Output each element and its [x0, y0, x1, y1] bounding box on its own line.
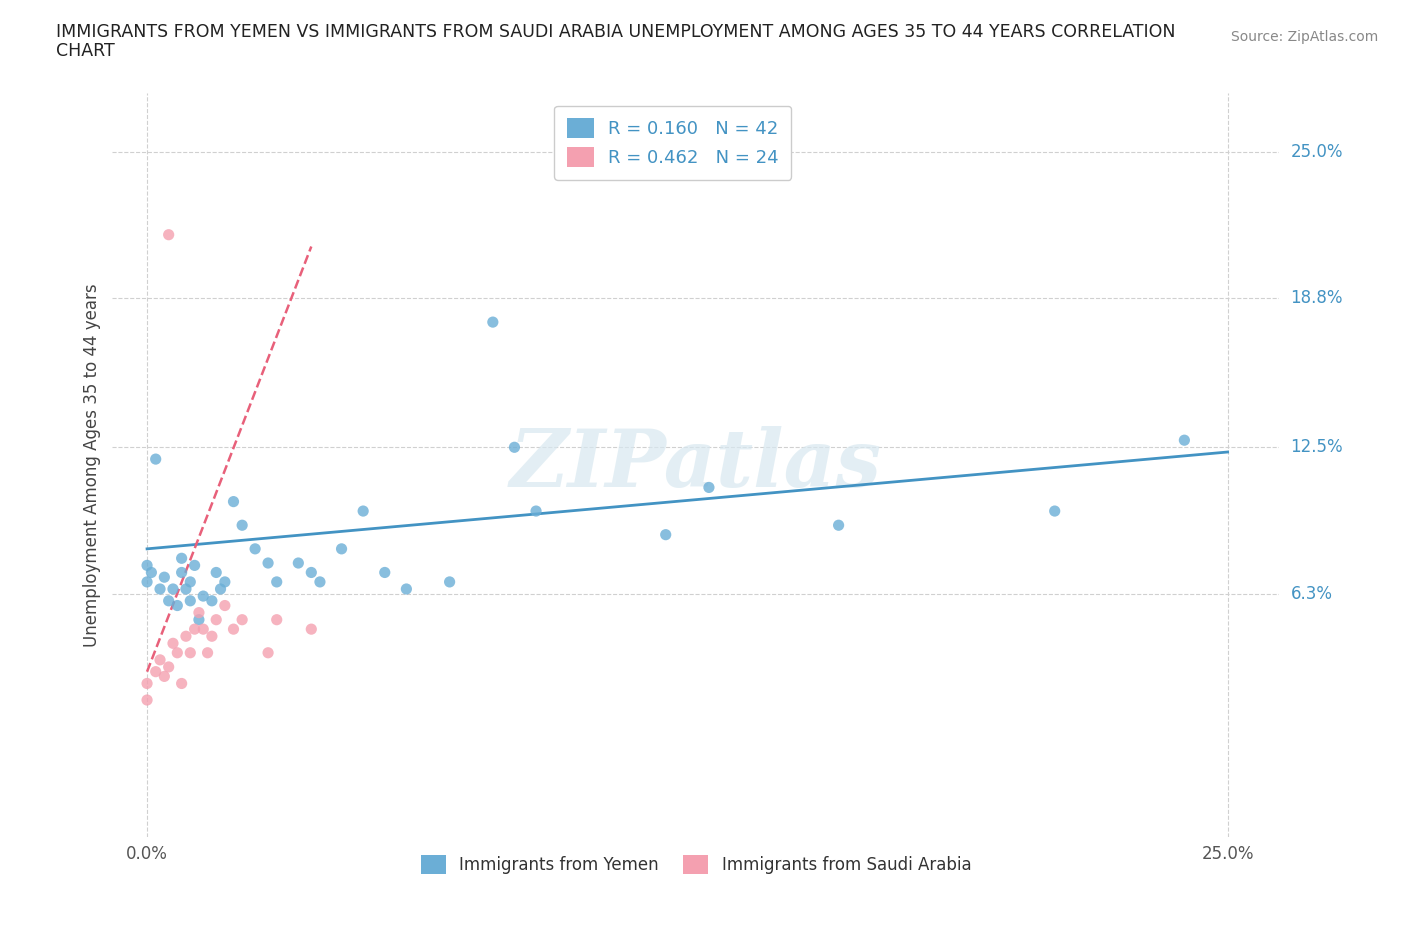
- Point: [243, 541, 266, 556]
- Text: 18.8%: 18.8%: [1291, 289, 1343, 308]
- Point: [222, 622, 245, 637]
- Text: IMMIGRANTS FROM YEMEN VS IMMIGRANTS FROM SAUDI ARABIA UNEMPLOYMENT AMONG AGES 35: IMMIGRANTS FROM YEMEN VS IMMIGRANTS FROM…: [56, 23, 1175, 41]
- Point: [166, 598, 188, 613]
- Point: [141, 565, 163, 580]
- Point: [162, 636, 184, 651]
- Text: Source: ZipAtlas.com: Source: ZipAtlas.com: [1230, 30, 1378, 44]
- Point: [193, 622, 215, 637]
- Point: [697, 480, 720, 495]
- Text: 6.3%: 6.3%: [1291, 585, 1333, 603]
- Point: [205, 612, 228, 627]
- Point: [214, 598, 236, 613]
- Point: [145, 664, 167, 679]
- Point: [136, 558, 159, 573]
- Point: [395, 581, 418, 596]
- Point: [157, 593, 180, 608]
- Point: [209, 581, 232, 596]
- Point: [174, 581, 197, 596]
- Text: 12.5%: 12.5%: [1291, 438, 1343, 457]
- Point: [157, 227, 180, 242]
- Legend: Immigrants from Yemen, Immigrants from Saudi Arabia: Immigrants from Yemen, Immigrants from S…: [413, 849, 979, 881]
- Point: [170, 565, 193, 580]
- Point: [179, 593, 201, 608]
- Point: [179, 645, 201, 660]
- Point: [266, 575, 288, 590]
- Point: [439, 575, 461, 590]
- Point: [1043, 504, 1066, 519]
- Point: [136, 693, 159, 708]
- Point: [352, 504, 374, 519]
- Point: [201, 593, 224, 608]
- Point: [183, 622, 205, 637]
- Point: [503, 440, 526, 455]
- Point: [482, 314, 505, 329]
- Point: [299, 565, 322, 580]
- Point: [170, 551, 193, 565]
- Point: [193, 589, 215, 604]
- Point: [299, 622, 322, 637]
- Point: [187, 612, 209, 627]
- Point: [257, 555, 280, 570]
- Point: [257, 645, 280, 660]
- Point: [287, 555, 309, 570]
- Point: [201, 629, 224, 644]
- Text: ZIPatlas: ZIPatlas: [510, 426, 882, 504]
- Point: [524, 504, 547, 519]
- Point: [197, 645, 219, 660]
- Point: [157, 659, 180, 674]
- Point: [149, 581, 172, 596]
- Point: [231, 612, 253, 627]
- Point: [374, 565, 396, 580]
- Point: [149, 653, 172, 668]
- Point: [162, 581, 184, 596]
- Point: [266, 612, 288, 627]
- Point: [179, 575, 201, 590]
- Point: [136, 676, 159, 691]
- Point: [136, 575, 159, 590]
- Y-axis label: Unemployment Among Ages 35 to 44 years: Unemployment Among Ages 35 to 44 years: [83, 284, 101, 646]
- Point: [309, 575, 332, 590]
- Point: [174, 629, 197, 644]
- Point: [654, 527, 676, 542]
- Point: [170, 676, 193, 691]
- Point: [231, 518, 253, 533]
- Point: [330, 541, 353, 556]
- Point: [205, 565, 228, 580]
- Point: [153, 669, 176, 684]
- Point: [145, 452, 167, 467]
- Point: [1173, 432, 1195, 447]
- Point: [166, 645, 188, 660]
- Text: 25.0%: 25.0%: [1291, 143, 1343, 161]
- Point: [214, 575, 236, 590]
- Point: [222, 494, 245, 509]
- Point: [827, 518, 849, 533]
- Text: CHART: CHART: [56, 42, 115, 60]
- Point: [153, 570, 176, 585]
- Point: [187, 605, 209, 620]
- Point: [183, 558, 205, 573]
